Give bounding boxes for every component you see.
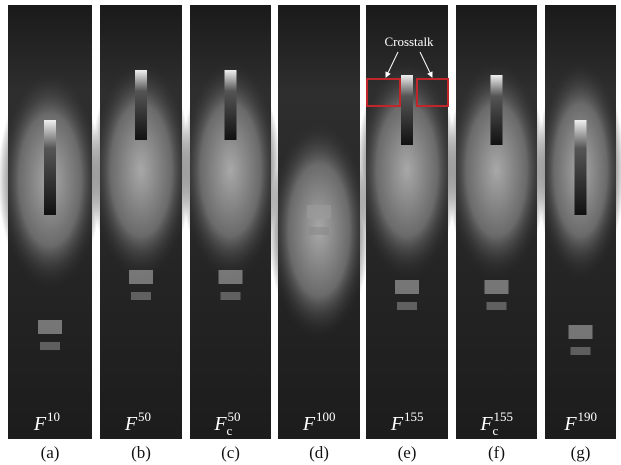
needle bbox=[575, 120, 587, 215]
symbol: F bbox=[33, 413, 47, 435]
symbol: F bbox=[563, 413, 577, 435]
needle bbox=[225, 70, 237, 140]
caption: (e) bbox=[398, 443, 417, 462]
symbol: F bbox=[213, 413, 227, 435]
superscript: 10 bbox=[47, 409, 60, 424]
needle bbox=[135, 70, 147, 140]
symbol: F bbox=[124, 413, 138, 435]
needle bbox=[491, 75, 503, 145]
superscript: 50 bbox=[228, 409, 241, 424]
caption: (g) bbox=[571, 443, 591, 462]
symbol: F bbox=[302, 413, 316, 435]
echo bbox=[307, 205, 331, 219]
figure: F10(a)F50(b)F50c(c)F100(d)F155(e)F155c(f… bbox=[0, 0, 621, 465]
superscript: 50 bbox=[138, 409, 151, 424]
caption: (b) bbox=[131, 443, 151, 462]
echo bbox=[221, 292, 241, 300]
superscript: 100 bbox=[316, 409, 336, 424]
symbol: F bbox=[479, 413, 493, 435]
caption: (c) bbox=[221, 443, 240, 462]
annotation: Crosstalk bbox=[384, 34, 434, 49]
needle bbox=[44, 120, 56, 215]
caption: (a) bbox=[41, 443, 60, 462]
echo bbox=[395, 280, 419, 294]
echo bbox=[571, 347, 591, 355]
echo bbox=[569, 325, 593, 339]
superscript: 155 bbox=[494, 409, 514, 424]
echo bbox=[129, 270, 153, 284]
caption: (d) bbox=[309, 443, 329, 462]
echo bbox=[487, 302, 507, 310]
echo bbox=[38, 320, 62, 334]
symbol: F bbox=[390, 413, 404, 435]
superscript: 190 bbox=[578, 409, 598, 424]
needle bbox=[401, 75, 413, 145]
echo bbox=[219, 270, 243, 284]
subscript: c bbox=[227, 423, 233, 438]
subscript: c bbox=[493, 423, 499, 438]
echo bbox=[131, 292, 151, 300]
echo bbox=[485, 280, 509, 294]
echo bbox=[309, 227, 329, 235]
superscript: 155 bbox=[404, 409, 424, 424]
echo bbox=[40, 342, 60, 350]
caption: (f) bbox=[488, 443, 505, 462]
echo bbox=[397, 302, 417, 310]
